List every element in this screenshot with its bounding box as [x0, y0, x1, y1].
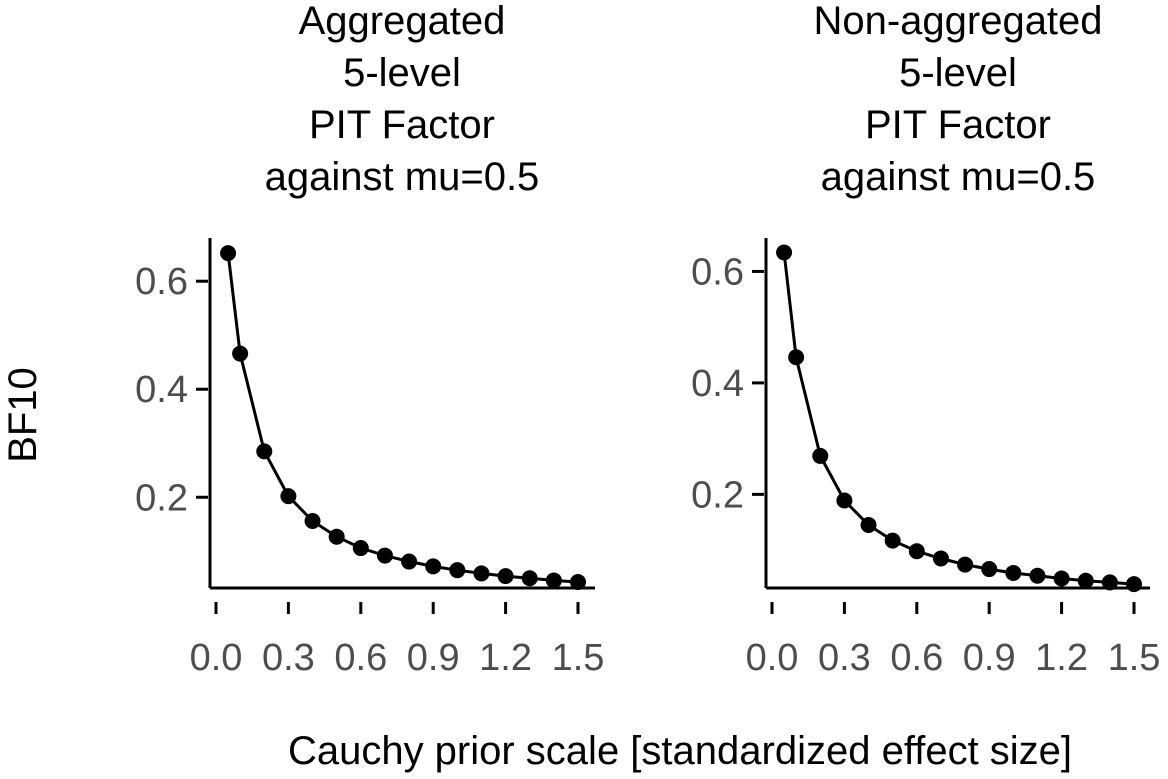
x-axis-label: Cauchy prior scale [standardized effect … — [288, 729, 1072, 773]
data-point — [280, 488, 297, 505]
panel-title-line: PIT Factor — [309, 103, 495, 147]
panel-title-line: 5-level — [343, 51, 461, 95]
data-series — [776, 244, 1142, 593]
series-line — [782, 252, 1135, 586]
data-point — [1005, 564, 1022, 581]
data-point — [352, 540, 369, 557]
y-ticks: 0.2 0.4 0.6 — [135, 261, 208, 519]
data-point — [776, 244, 793, 261]
data-point — [545, 572, 562, 589]
data-point — [812, 447, 829, 464]
x-tick-label: 0.3 — [262, 637, 315, 679]
x-tick-label: 0.9 — [407, 637, 460, 679]
x-tick-label: 1.5 — [1108, 637, 1161, 679]
x-tick-label: 1.2 — [479, 637, 532, 679]
panel-non-aggregated: Non-aggregated 5-level PIT Factor agains… — [691, 0, 1160, 679]
y-tick-label: 0.6 — [691, 251, 744, 293]
data-series — [220, 245, 586, 591]
data-point — [1126, 576, 1142, 593]
data-point — [908, 543, 925, 560]
data-point — [1029, 567, 1046, 584]
series-line — [226, 252, 579, 584]
panel-aggregated: Aggregated 5-level PIT Factor against mu… — [135, 0, 604, 679]
data-point — [376, 547, 393, 564]
panel-title-line: Aggregated — [299, 0, 506, 43]
data-point — [1077, 572, 1094, 589]
x-ticks: 0.0 0.3 0.6 0.9 1.2 1.5 — [746, 602, 1161, 679]
panel-title-line: against mu=0.5 — [821, 155, 1096, 199]
y-ticks: 0.2 0.4 0.6 — [691, 251, 764, 516]
data-point — [232, 345, 249, 362]
data-point — [957, 556, 974, 573]
data-point — [449, 562, 466, 579]
x-tick-label: 0.0 — [746, 637, 799, 679]
y-axis-label: BF10 — [1, 367, 45, 463]
data-point — [884, 532, 901, 549]
x-tick-label: 0.9 — [963, 637, 1016, 679]
data-point — [328, 528, 345, 545]
x-tick-label: 1.2 — [1035, 637, 1088, 679]
y-tick-label: 0.4 — [135, 369, 188, 411]
x-tick-label: 0.0 — [190, 637, 243, 679]
x-tick-label: 0.6 — [890, 637, 943, 679]
data-point — [981, 561, 998, 578]
data-point — [860, 517, 877, 534]
data-point — [401, 553, 418, 570]
data-point — [497, 568, 514, 585]
x-ticks: 0.0 0.3 0.6 0.9 1.2 1.5 — [190, 602, 605, 679]
data-point — [788, 349, 805, 366]
data-point — [220, 245, 237, 262]
data-point — [425, 558, 442, 575]
data-point — [473, 565, 490, 582]
panel-title-line: against mu=0.5 — [265, 155, 540, 199]
x-tick-label: 0.3 — [818, 637, 871, 679]
y-tick-label: 0.2 — [691, 474, 744, 516]
data-point — [521, 570, 538, 587]
data-point — [932, 550, 949, 567]
panel-title-line: PIT Factor — [865, 103, 1051, 147]
data-point — [1101, 574, 1118, 591]
y-tick-label: 0.6 — [135, 261, 188, 303]
panel-title-line: 5-level — [899, 51, 1017, 95]
x-tick-label: 0.6 — [334, 637, 387, 679]
data-point — [304, 513, 321, 530]
data-point — [256, 443, 273, 460]
panel-title-line: Non-aggregated — [813, 0, 1102, 43]
y-tick-label: 0.4 — [691, 363, 744, 405]
data-point — [1053, 570, 1070, 587]
x-tick-label: 1.5 — [552, 637, 605, 679]
data-point — [570, 574, 586, 591]
y-tick-label: 0.2 — [135, 477, 188, 519]
data-point — [836, 492, 853, 509]
